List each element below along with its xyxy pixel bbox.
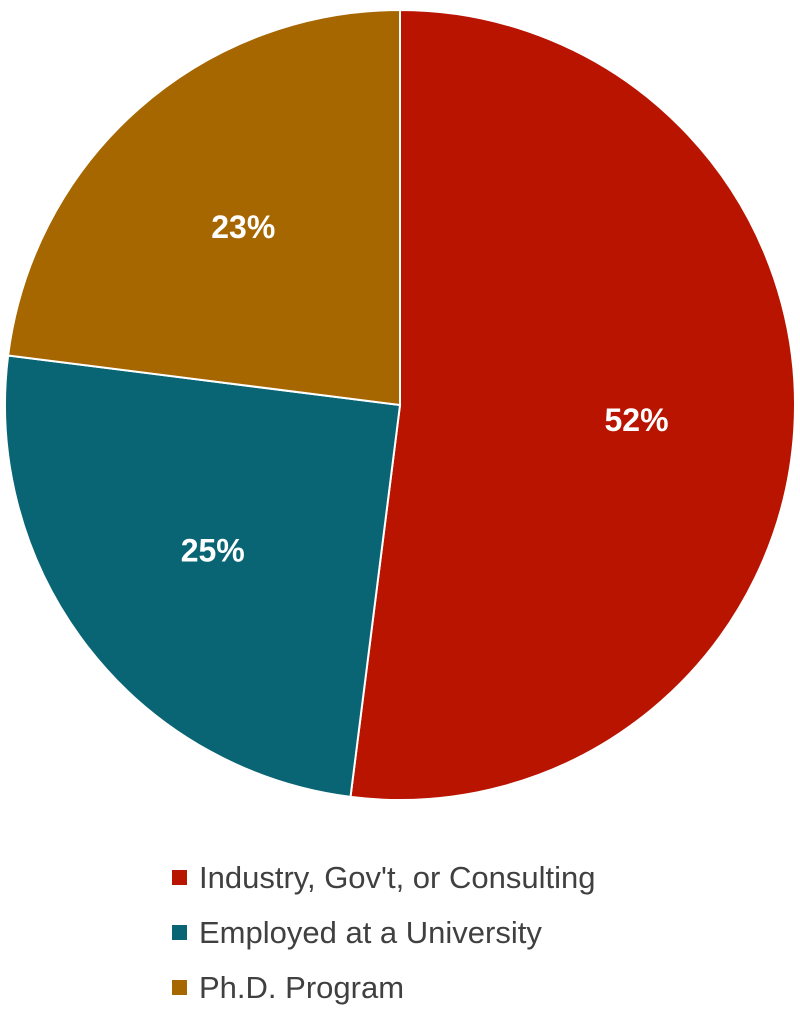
legend-swatch-university xyxy=(172,925,187,940)
legend: Industry, Gov't, or Consulting Employed … xyxy=(172,850,772,1015)
legend-item-phd: Ph.D. Program xyxy=(172,960,772,1015)
legend-swatch-industry xyxy=(172,870,187,885)
legend-label-industry: Industry, Gov't, or Consulting xyxy=(199,859,596,895)
legend-swatch-phd xyxy=(172,980,187,995)
pie-slice-industry xyxy=(349,8,796,801)
legend-item-industry: Industry, Gov't, or Consulting xyxy=(172,850,772,905)
slice-label-industry: 52% xyxy=(605,402,669,438)
legend-item-university: Employed at a University xyxy=(172,905,772,960)
legend-label-university: Employed at a University xyxy=(199,914,542,950)
slice-label-university: 25% xyxy=(181,532,245,568)
pie-chart-svg: 52% 25% 23% xyxy=(4,8,796,801)
legend-label-phd: Ph.D. Program xyxy=(199,969,405,1005)
pie-slice-phd xyxy=(6,8,401,407)
pie-slice-university xyxy=(4,354,402,799)
slice-label-phd: 23% xyxy=(211,209,275,245)
